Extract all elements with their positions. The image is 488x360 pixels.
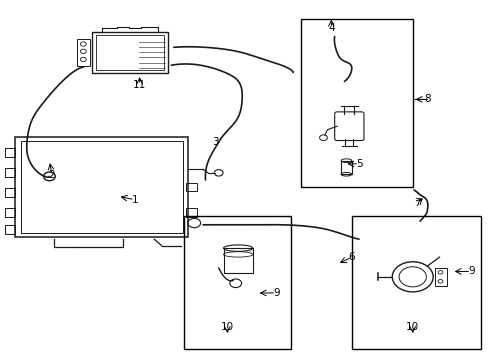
Bar [340, 161, 351, 174]
Bar [4, 188, 15, 197]
Bar [21, 141, 182, 233]
Bar [223, 248, 252, 273]
Text: 1: 1 [131, 195, 138, 205]
Bar [77, 39, 89, 66]
Bar [15, 137, 188, 237]
Bar [96, 35, 163, 71]
Text: 5: 5 [355, 159, 362, 169]
Bar [185, 183, 196, 192]
Bar [185, 208, 196, 217]
Text: 10: 10 [406, 322, 418, 332]
Bar [4, 168, 15, 177]
Text: 6: 6 [348, 252, 354, 262]
Bar [4, 225, 15, 234]
Text: 8: 8 [423, 94, 430, 104]
Bar [4, 208, 15, 217]
Bar [183, 216, 290, 348]
Bar [434, 268, 446, 286]
Text: 9: 9 [272, 288, 279, 298]
Text: 10: 10 [221, 322, 234, 332]
Bar [4, 148, 15, 157]
Text: 2: 2 [48, 170, 55, 180]
Bar [300, 19, 412, 187]
Text: 7: 7 [413, 198, 420, 208]
Text: 9: 9 [467, 266, 473, 276]
Text: 3: 3 [211, 138, 218, 147]
Bar [92, 32, 167, 73]
Text: 4: 4 [327, 23, 334, 33]
Bar [351, 216, 480, 348]
Text: 11: 11 [133, 80, 146, 90]
